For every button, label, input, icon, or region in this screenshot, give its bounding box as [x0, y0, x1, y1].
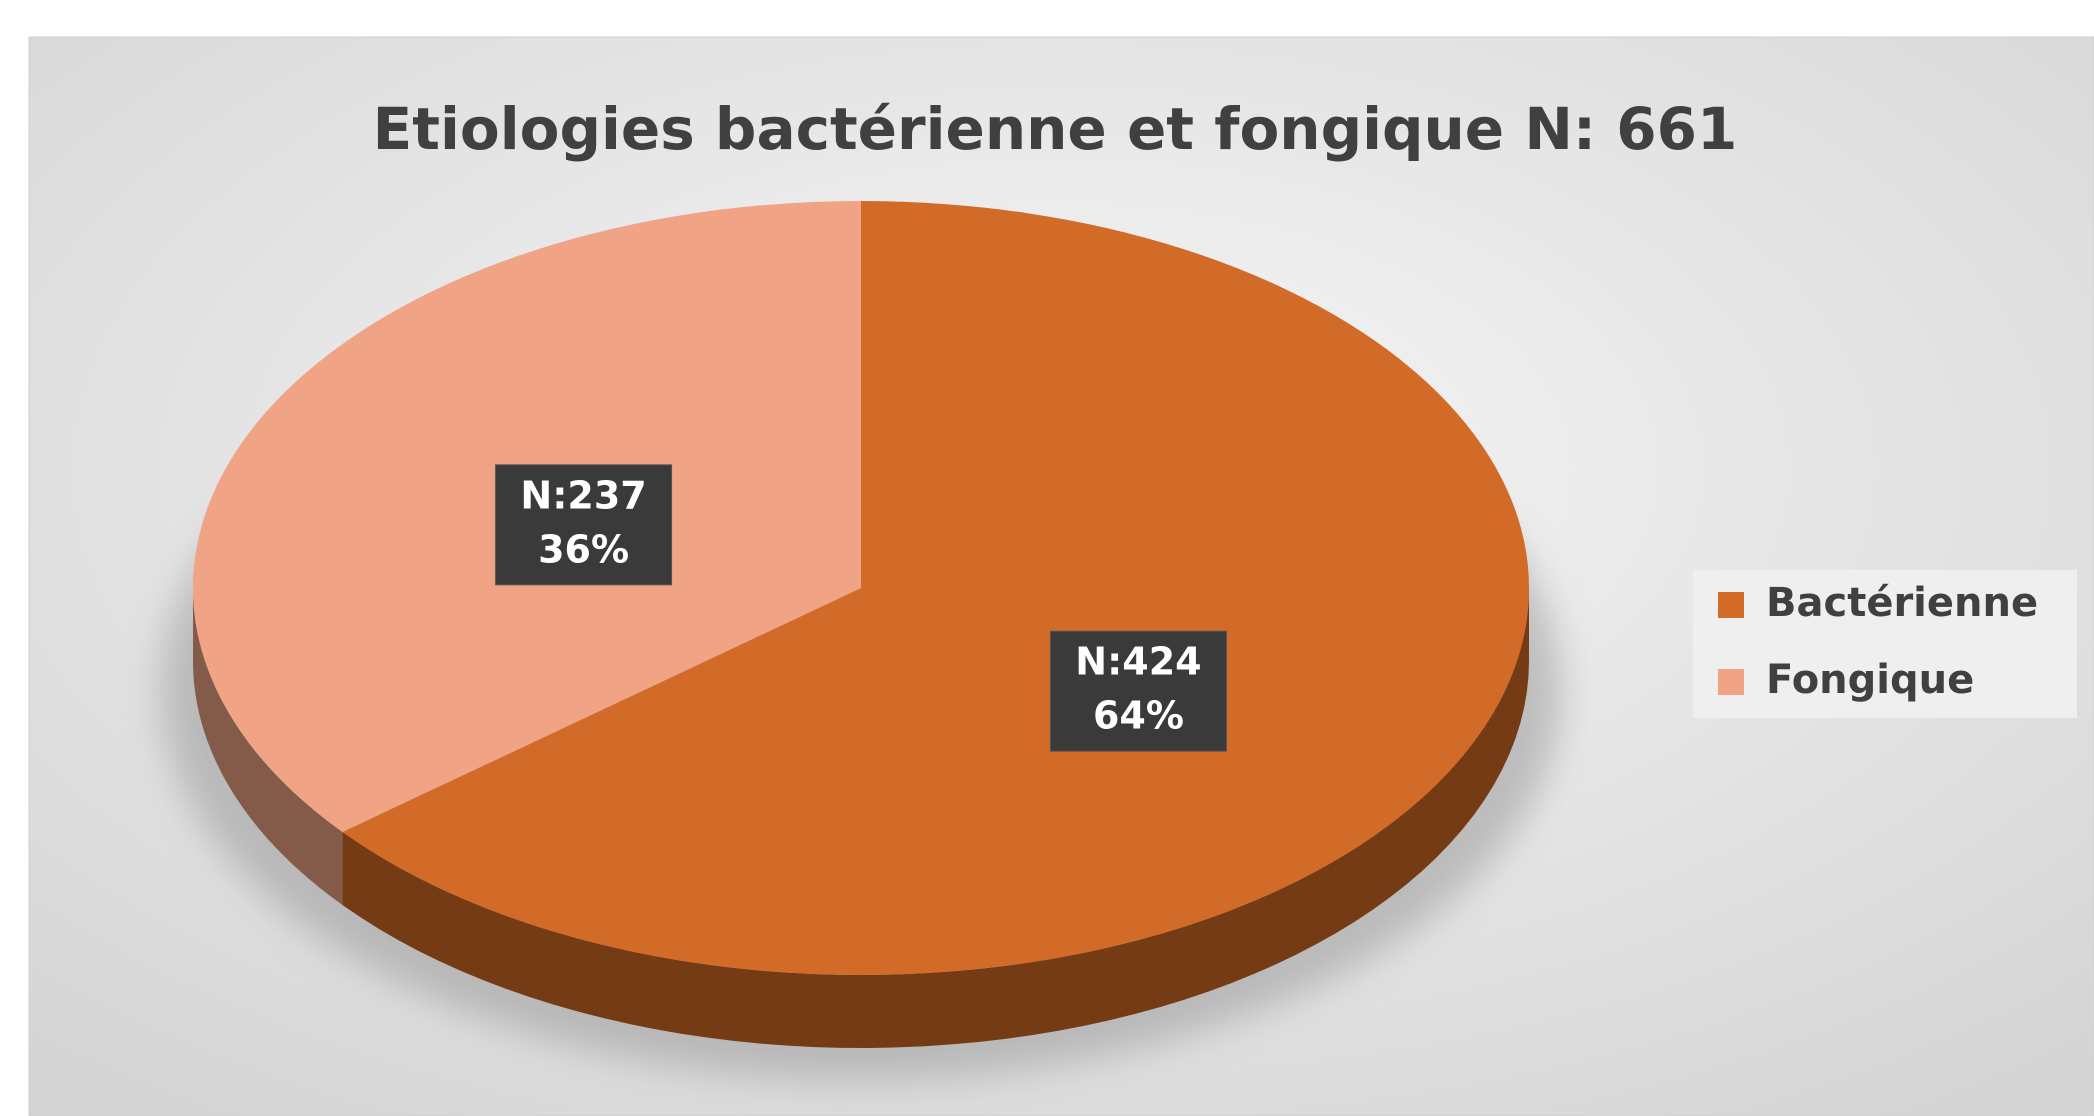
pie-slice — [342, 201, 1530, 975]
data-labels: N:424 64% N:237 36% — [495, 464, 1227, 752]
data-label: N:237 — [520, 473, 646, 517]
chart-title: Etiologies bactérienne et fongique N: 66… — [373, 95, 1738, 163]
data-label-box — [495, 464, 673, 586]
legend-label: Fongique — [1766, 657, 1974, 703]
legend-label: Bactérienne — [1766, 580, 2038, 626]
pie — [193, 201, 1530, 1048]
pie-side — [342, 588, 1529, 1048]
legend — [1693, 570, 2077, 718]
data-label-box — [1049, 630, 1227, 752]
legend-swatch — [1718, 592, 1744, 618]
data-label-percent: 64% — [1093, 694, 1184, 738]
legend-swatch — [1718, 669, 1744, 695]
data-label: N:424 — [1075, 640, 1201, 684]
pie-side — [193, 588, 343, 905]
data-label-percent: 36% — [538, 527, 629, 571]
legend-entries: Bactérienne Fongique — [1718, 580, 2038, 703]
